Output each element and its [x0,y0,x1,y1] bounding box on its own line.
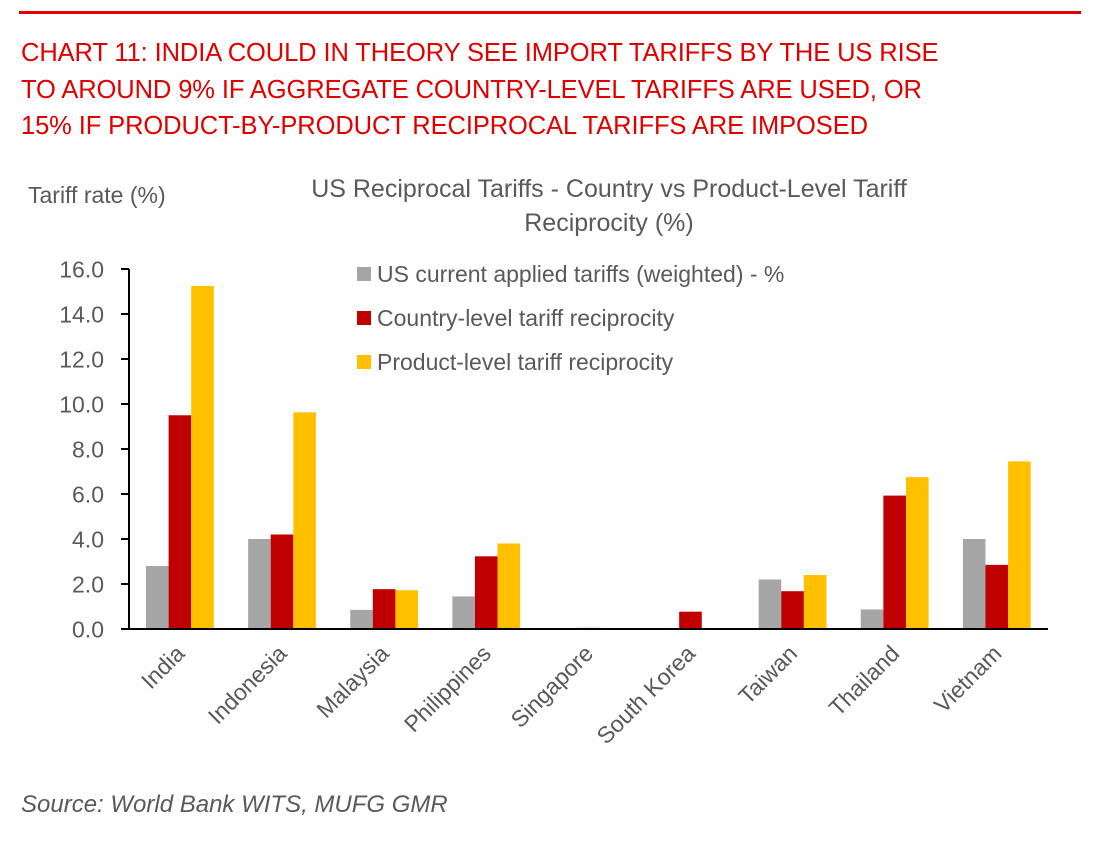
x-tick-label: Vietnam [929,640,1007,718]
y-tick-label: 4.0 [72,527,104,553]
bars [146,285,1031,630]
headline-line: CHART 11: INDIA COULD IN THEORY SEE IMPO… [21,39,939,67]
y-tick-label: 8.0 [72,437,104,463]
x-tick-label: Malaysia [311,640,394,723]
headline-line: TO AROUND 9% IF AGGREGATE COUNTRY-LEVEL … [21,75,922,104]
x-axis: India Indonesia Malaysia Philippines Singapo… [121,628,1048,749]
headline-line: 15% IF PRODUCT-BY-PRODUCT RECIPROCAL TAR… [21,112,868,140]
bar-south-korea-series-2 [679,611,702,629]
bar-vietnam-series-2 [985,564,1009,630]
y-tick-label: 14.0 [59,302,104,328]
x-tick-label: Philippines [399,640,496,737]
x-tick-label: Thailand [824,640,905,721]
x-tick-label: Singapore [506,640,599,733]
x-tick-label: India [136,640,190,694]
bar-taiwan-series-3 [803,575,827,629]
bar-indonesia-series-2 [270,534,294,629]
bar-indonesia-series-3 [293,412,316,629]
x-tick-label: Taiwan [733,640,802,709]
legend-swatch [357,355,371,369]
y-tick-label: 0.0 [72,617,104,643]
legend-swatch [357,311,371,325]
y-tick-label: 10.0 [59,392,104,418]
bar-philippines-series-3 [497,543,521,629]
bar-philippines-series-1 [452,596,475,630]
bar-thailand-series-2 [883,495,906,629]
bar-india-series-3 [191,285,214,630]
bar-taiwan-series-1 [758,579,782,629]
bar-taiwan-series-2 [781,591,804,629]
bar-vietnam-series-3 [1008,461,1031,630]
x-tick-label: South Korea [591,640,700,749]
chart-title-line: Reciprocity (%) [524,209,693,237]
x-tick-label: Indonesia [203,640,292,729]
y-tick-label: 2.0 [72,572,104,598]
legend: US current applied tariffs (weighted) - … [357,261,784,375]
source-note: Source: World Bank WITS, MUFG GMR [21,791,448,818]
bar-india-series-2 [168,415,192,629]
bar-vietnam-series-1 [962,539,986,629]
legend-swatch [357,267,371,281]
bar-indonesia-series-1 [248,539,271,629]
y-axis: 0.0 2.0 4.0 6.0 8.0 10.0 12.0 14.0 16.0 [59,257,130,643]
bar-malaysia-series-3 [395,590,419,629]
legend-label: Country-level tariff reciprocity [377,305,675,331]
y-tick-label: 16.0 [59,257,104,283]
legend-label: US current applied tariffs (weighted) - … [377,261,784,287]
chart-headline: CHART 11: INDIA COULD IN THEORY SEE IMPO… [21,35,1091,145]
bar-philippines-series-2 [474,556,498,629]
bar-india-series-1 [146,566,169,629]
legend-label: Product-level tariff reciprocity [377,349,674,375]
top-rule [19,11,1081,14]
y-axis-label: Tariff rate (%) [28,182,166,208]
bar-thailand-series-1 [860,609,884,629]
bar-malaysia-series-1 [350,609,373,630]
y-tick-label: 6.0 [72,482,104,508]
bar-thailand-series-3 [905,477,929,630]
chart-title: US Reciprocal Tariffs - Country vs Produ… [311,175,907,237]
y-tick-label: 12.0 [59,347,104,373]
chart-title-line: US Reciprocal Tariffs - Country vs Produ… [311,175,907,203]
bar-malaysia-series-2 [372,589,396,629]
